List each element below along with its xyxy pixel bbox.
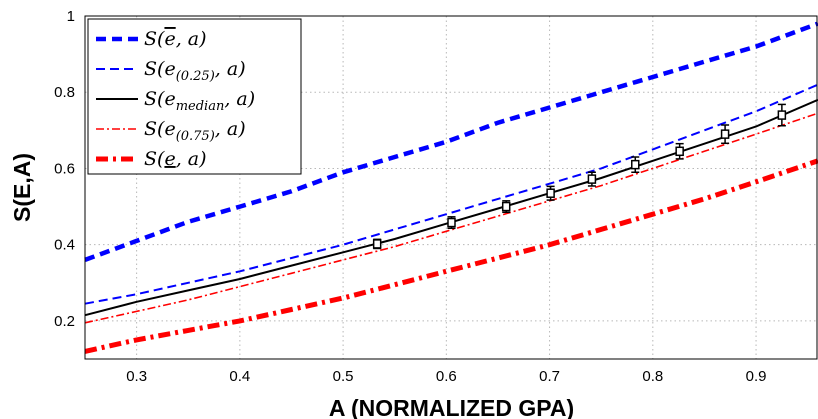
- x-tick-label: 0.5: [333, 368, 354, 385]
- legend-label-3: S(e(0.75), a): [144, 118, 246, 144]
- legend-label-0: S(e, a): [144, 28, 207, 50]
- error-bar: [501, 200, 511, 214]
- x-tick-label: 0.4: [229, 368, 250, 385]
- x-tick-label: 0.3: [126, 368, 147, 385]
- error-bar: [720, 124, 730, 145]
- legend-label-4: S(e, a): [144, 148, 207, 170]
- legend-label-1: S(e(0.25), a): [144, 58, 246, 84]
- x-tick-label: 0.7: [539, 368, 560, 385]
- x-tick-label: 0.8: [642, 368, 663, 385]
- error-bar: [372, 238, 382, 250]
- plot-frame: [84, 15, 818, 360]
- y-ticks: 0.2 0.4 0.6 0.8 1: [54, 8, 75, 330]
- series-line-1: [84, 83, 818, 305]
- legend: S(e, a) S(e(0.25), a) S(emedian, a) S(e(0.7…: [87, 18, 302, 175]
- series-line-4: [84, 158, 818, 354]
- series-line-3: [84, 112, 818, 324]
- error-bar: [777, 103, 787, 127]
- error-bars: [372, 103, 787, 250]
- series-line-0: [84, 21, 818, 263]
- y-tick-label: 0.8: [54, 84, 75, 101]
- error-bar: [675, 142, 684, 160]
- y-tick-label: 0.2: [54, 313, 75, 330]
- error-bar: [631, 156, 640, 174]
- y-axis-label: S(E,A): [9, 153, 35, 222]
- y-tick-label: 0.4: [54, 237, 75, 254]
- series-lines: [84, 21, 818, 354]
- y-tick-label: 0.6: [54, 160, 75, 177]
- error-bar: [546, 185, 555, 201]
- x-tick-label: 0.9: [746, 368, 767, 385]
- error-bar: [447, 216, 456, 230]
- x-ticks: 0.3 0.4 0.5 0.6 0.7 0.8 0.9: [126, 368, 766, 385]
- legend-box: [87, 18, 302, 175]
- x-axis-label: A (NORMALIZED GPA): [329, 395, 574, 419]
- y-tick-label: 1: [67, 8, 75, 25]
- x-tick-label: 0.6: [436, 368, 457, 385]
- series-line-2: [84, 98, 818, 317]
- error-bar: [587, 171, 597, 187]
- legend-label-2: S(emedian, a): [144, 88, 255, 114]
